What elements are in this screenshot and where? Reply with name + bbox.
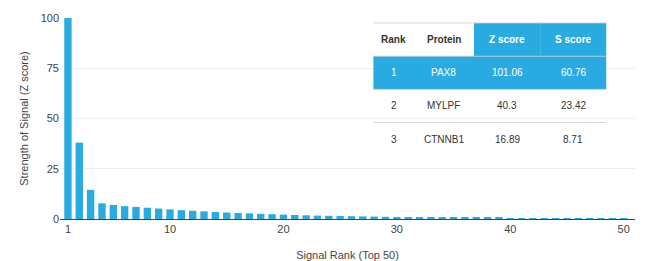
svg-text:Rank: Rank: [381, 34, 406, 45]
svg-text:16.89: 16.89: [495, 134, 520, 145]
svg-text:S score: S score: [555, 34, 592, 45]
svg-text:MYLPF: MYLPF: [427, 100, 460, 111]
svg-text:Signal Rank (Top 50): Signal Rank (Top 50): [296, 249, 399, 261]
svg-text:Strength of Signal (Z score): Strength of Signal (Z score): [18, 51, 30, 186]
svg-text:3: 3: [391, 134, 397, 145]
svg-text:Protein: Protein: [427, 34, 461, 45]
svg-text:100: 100: [41, 12, 59, 24]
svg-text:40: 40: [504, 223, 516, 235]
svg-text:0: 0: [53, 213, 59, 225]
svg-text:CTNNB1: CTNNB1: [424, 134, 464, 145]
svg-text:50: 50: [47, 112, 59, 124]
svg-text:30: 30: [391, 223, 403, 235]
svg-text:60.76: 60.76: [561, 67, 586, 78]
svg-text:75: 75: [47, 62, 59, 74]
svg-text:20: 20: [277, 223, 289, 235]
svg-text:101.06: 101.06: [492, 67, 523, 78]
svg-text:Z score: Z score: [489, 34, 525, 45]
svg-text:1: 1: [391, 67, 397, 78]
svg-text:2: 2: [391, 100, 397, 111]
svg-text:PAX8: PAX8: [431, 67, 456, 78]
svg-text:8.71: 8.71: [563, 134, 583, 145]
svg-text:1: 1: [65, 223, 71, 235]
svg-text:40.3: 40.3: [497, 100, 517, 111]
svg-text:23.42: 23.42: [561, 100, 586, 111]
svg-text:25: 25: [47, 163, 59, 175]
svg-text:10: 10: [164, 223, 176, 235]
svg-text:50: 50: [618, 223, 630, 235]
